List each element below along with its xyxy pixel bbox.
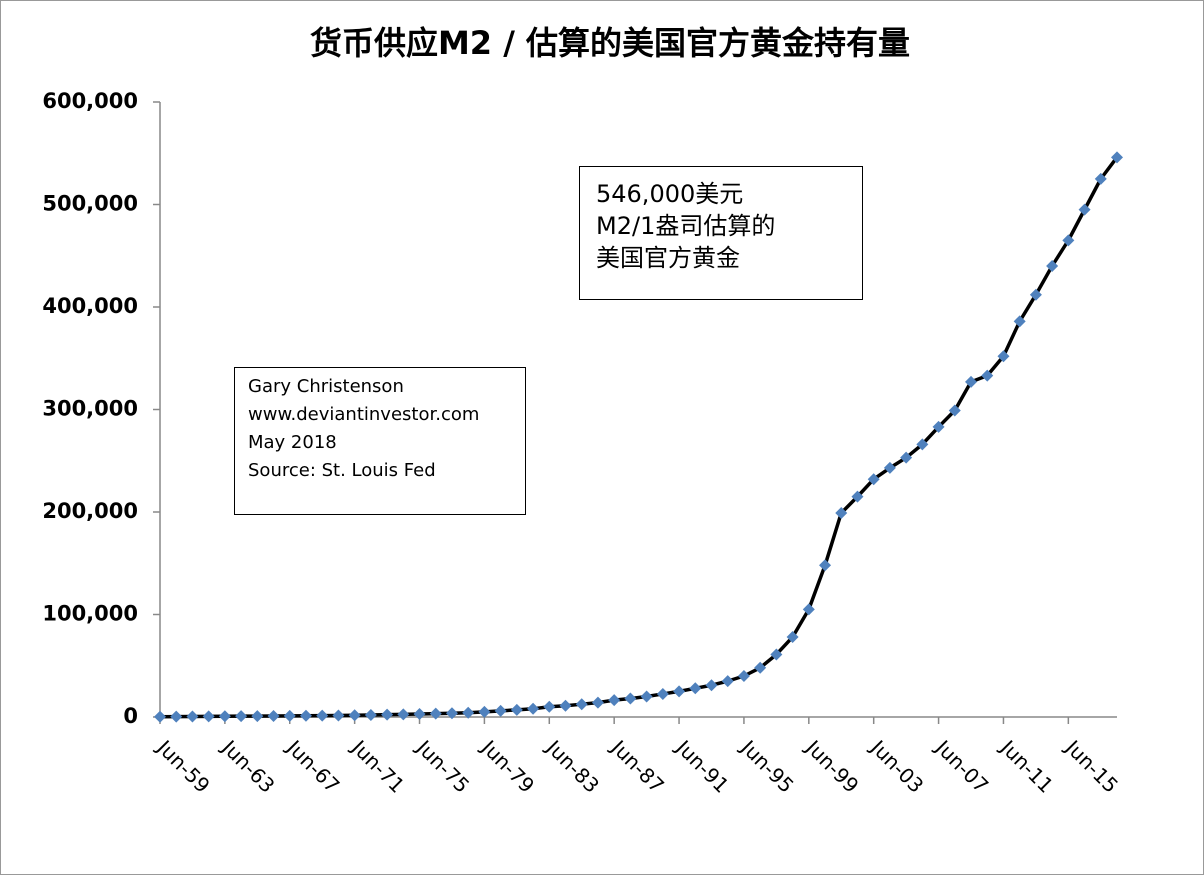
y-tick-label: 600,000 (42, 89, 138, 113)
data-point (1111, 151, 1123, 164)
data-point (802, 603, 815, 616)
data-point (673, 685, 686, 698)
data-point (900, 451, 913, 464)
data-point (1078, 203, 1091, 216)
data-point (299, 709, 312, 722)
data-point (965, 375, 978, 388)
data-point (1046, 260, 1059, 272)
data-point (218, 710, 231, 723)
y-tick-label: 0 (123, 704, 138, 728)
data-point (575, 698, 588, 711)
data-point (267, 709, 280, 722)
data-point (867, 473, 880, 486)
data-point (851, 490, 864, 503)
data-point (835, 507, 848, 520)
data-point (494, 704, 507, 717)
data-point (283, 709, 296, 722)
data-point (397, 708, 410, 721)
data-point (705, 679, 718, 692)
data-point (154, 710, 166, 723)
data-point (916, 438, 929, 451)
annotation-text: 美国官方黄金 (596, 244, 740, 272)
data-point (689, 682, 702, 695)
data-point (251, 710, 264, 723)
annotation-text: May 2018 (248, 432, 337, 453)
data-point (1062, 234, 1075, 247)
data-point (186, 710, 199, 723)
data-point (948, 404, 961, 417)
annotation-box (234, 367, 526, 515)
data-point (770, 648, 783, 661)
data-point (364, 708, 377, 721)
annotation-text: M2/1盎司估算的 (596, 212, 775, 240)
y-tick-label: 100,000 (42, 602, 138, 626)
data-point (997, 350, 1010, 363)
data-point (527, 702, 540, 715)
data-point (559, 699, 572, 712)
data-point (170, 710, 183, 723)
data-point (235, 710, 248, 723)
data-point (510, 703, 523, 716)
data-point (1029, 288, 1042, 301)
annotation-text: www.deviantinvestor.com (248, 404, 479, 425)
data-point (786, 631, 799, 644)
data-point (413, 708, 426, 721)
y-tick-label: 400,000 (42, 294, 138, 318)
data-point (445, 707, 458, 720)
data-point (624, 692, 637, 705)
data-point (608, 694, 621, 707)
y-tick-label: 300,000 (42, 397, 138, 421)
annotation-text: Source: St. Louis Fed (248, 460, 436, 481)
annotation-text: 546,000美元 (596, 180, 743, 208)
data-point (1094, 172, 1107, 185)
data-point (1013, 315, 1026, 328)
data-point (316, 709, 329, 722)
data-point (737, 670, 750, 682)
data-point (429, 707, 442, 720)
data-point (202, 710, 215, 723)
data-point (462, 706, 475, 719)
data-point (381, 708, 394, 721)
data-point (591, 696, 604, 709)
data-point (348, 709, 361, 722)
data-point (819, 559, 832, 572)
data-point (332, 709, 345, 722)
y-tick-label: 500,000 (42, 192, 138, 216)
data-point (754, 661, 767, 674)
data-point (721, 675, 734, 688)
data-point (640, 690, 653, 703)
y-tick-label: 200,000 (42, 499, 138, 523)
data-point (932, 420, 945, 433)
annotation-box (579, 166, 863, 300)
data-point (543, 700, 556, 713)
data-point (478, 705, 491, 718)
annotation-text: Gary Christenson (248, 376, 404, 397)
chart-title: 货币供应M2 / 估算的美国官方黄金持有量 (310, 24, 910, 62)
data-point (981, 369, 994, 382)
data-point (656, 687, 669, 700)
data-point (883, 461, 896, 474)
